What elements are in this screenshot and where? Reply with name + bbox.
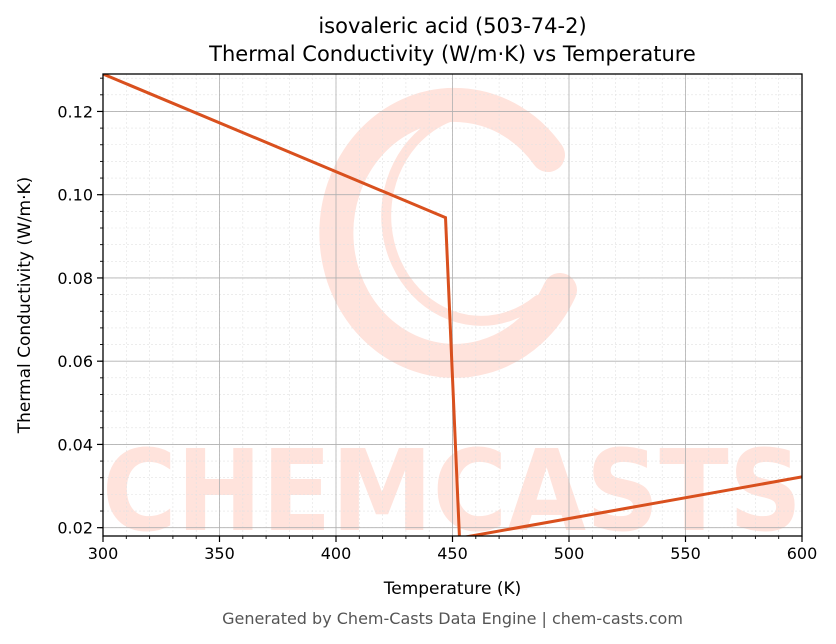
x-tick-label: 600: [787, 544, 818, 563]
chart-title-line1: isovaleric acid (503-74-2): [318, 14, 586, 38]
x-tick-label: 550: [670, 544, 701, 563]
x-tick-label: 450: [437, 544, 468, 563]
series-line: [103, 74, 802, 536]
y-tick-label: 0.02: [57, 519, 93, 538]
chart-title-line2: Thermal Conductivity (W/m·K) vs Temperat…: [208, 42, 696, 66]
x-tick-label: 350: [204, 544, 235, 563]
y-tick-label: 0.06: [57, 352, 93, 371]
y-tick-label: 0.08: [57, 269, 93, 288]
grid-major: [102, 74, 803, 536]
y-tick-label: 0.04: [57, 435, 93, 454]
x-tick-label: 500: [554, 544, 585, 563]
watermark: CHEMCASTS: [103, 87, 802, 536]
watermark-logo-icon: [319, 87, 577, 378]
footer-credit: Generated by Chem-Casts Data Engine | ch…: [222, 609, 683, 628]
y-tick-label: 0.12: [57, 102, 93, 121]
y-tick-label: 0.10: [57, 186, 93, 205]
x-axis-label: Temperature (K): [383, 579, 522, 599]
x-tick-label: 400: [321, 544, 352, 563]
axis-ticks: [97, 77, 803, 542]
x-tick-label: 300: [88, 544, 119, 563]
y-tick-labels: 0.02 0.04 0.06 0.08 0.10 0.12: [57, 102, 93, 537]
y-axis-label: Thermal Conductivity (W/m·K): [15, 177, 35, 435]
x-tick-labels: 300 350 400 450 500 550 600: [88, 544, 818, 563]
